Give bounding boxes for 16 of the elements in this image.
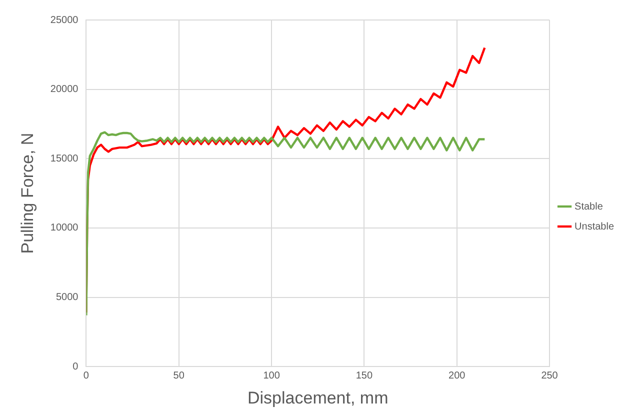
x-tick-label: 250 [541,370,558,382]
x-tick-label: 200 [448,370,466,382]
y-tick-label: 5000 [56,292,79,304]
x-tick-label: 150 [356,370,373,382]
y-axis-title: Pulling Force, N [18,132,37,254]
y-tick-label: 20000 [50,84,79,96]
y-tick-label: 15000 [50,153,79,164]
x-tick-label: 50 [173,370,185,382]
legend-label: Unstable [574,221,614,232]
x-tick-label: 100 [263,370,280,382]
y-tick-label: 10000 [50,222,79,234]
x-tick-label: 0 [83,370,90,382]
legend-label: Stable [574,201,604,212]
y-tick-label: 25000 [50,14,79,26]
y-tick-label: 0 [72,361,79,372]
x-axis-title: Displacement, mm [247,388,388,408]
